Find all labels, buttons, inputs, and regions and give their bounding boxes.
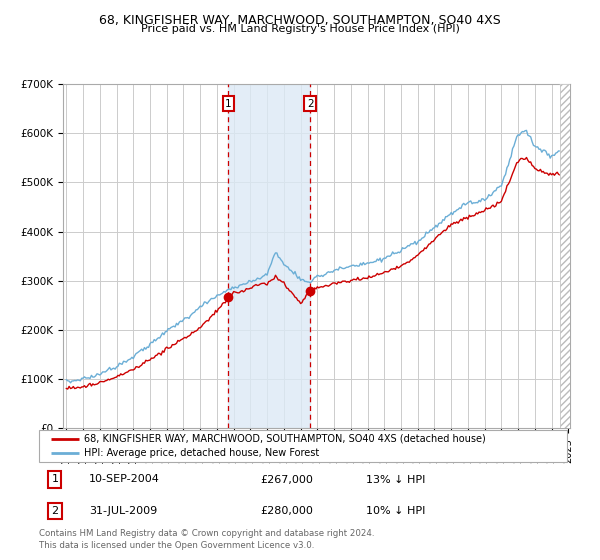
- Text: 1: 1: [52, 474, 58, 484]
- Bar: [229, 84, 310, 428]
- FancyBboxPatch shape: [39, 430, 567, 462]
- Text: 68, KINGFISHER WAY, MARCHWOOD, SOUTHAMPTON, SO40 4XS: 68, KINGFISHER WAY, MARCHWOOD, SOUTHAMPT…: [99, 14, 501, 27]
- Text: 2: 2: [51, 506, 58, 516]
- Text: 13% ↓ HPI: 13% ↓ HPI: [367, 474, 426, 484]
- Text: 1: 1: [225, 99, 232, 109]
- Text: HPI: Average price, detached house, New Forest: HPI: Average price, detached house, New …: [84, 449, 319, 459]
- Text: Price paid vs. HM Land Registry's House Price Index (HPI): Price paid vs. HM Land Registry's House …: [140, 24, 460, 34]
- Text: 2: 2: [307, 99, 314, 109]
- Text: 10-SEP-2004: 10-SEP-2004: [89, 474, 160, 484]
- Bar: [560, 84, 569, 428]
- Text: £267,000: £267,000: [261, 474, 314, 484]
- Text: 68, KINGFISHER WAY, MARCHWOOD, SOUTHAMPTON, SO40 4XS (detached house): 68, KINGFISHER WAY, MARCHWOOD, SOUTHAMPT…: [84, 433, 485, 444]
- Text: Contains HM Land Registry data © Crown copyright and database right 2024.
This d: Contains HM Land Registry data © Crown c…: [39, 529, 374, 550]
- Text: 31-JUL-2009: 31-JUL-2009: [89, 506, 157, 516]
- Text: 10% ↓ HPI: 10% ↓ HPI: [367, 506, 426, 516]
- Text: £280,000: £280,000: [261, 506, 314, 516]
- Bar: [560, 84, 569, 428]
